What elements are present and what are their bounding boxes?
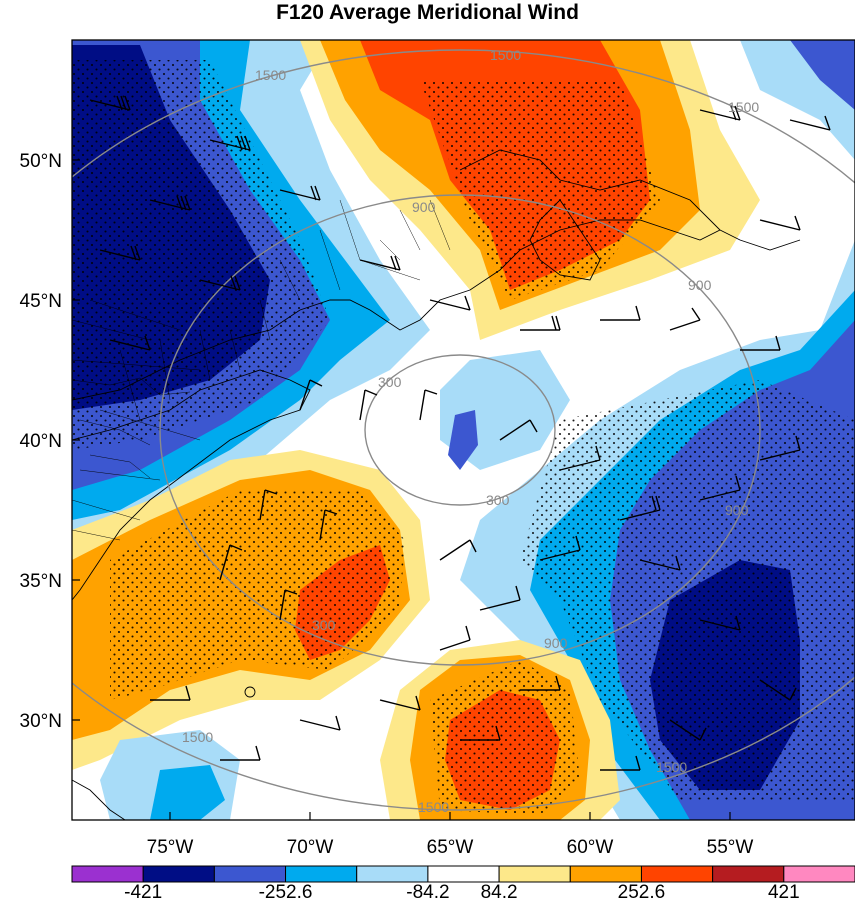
colorbar: -421 -252.6 -84.2 84.2 252.6 421	[71, 865, 855, 900]
lat-label-45n: 45°N	[20, 291, 62, 312]
colorbar-swatch	[71, 865, 144, 883]
colorbar-swatch	[427, 865, 500, 883]
map-plot-area: 1500 900 300 900 1500 300 900 1500 900 3…	[72, 40, 855, 820]
lon-label-60w: 60°W	[567, 837, 614, 858]
range-ring-labels: 1500 900 300 900 1500 300 900 1500 900 3…	[182, 47, 759, 815]
ring-label: 900	[412, 199, 436, 215]
state-county-borders	[72, 199, 451, 541]
lon-label-75w: 75°W	[147, 837, 194, 858]
colorbar-swatch	[498, 865, 571, 883]
colorbar-label: 84.2	[481, 882, 518, 900]
ring-label: 1500	[418, 799, 449, 815]
significance-stippling	[72, 60, 855, 815]
plot-frame	[71, 39, 855, 821]
colorbar-swatch	[783, 865, 855, 883]
colorbar-swatch	[640, 865, 714, 883]
colorbar-swatch	[213, 865, 287, 883]
ring-label: 900	[725, 502, 749, 518]
colorbar-label: 252.6	[618, 882, 666, 900]
ring-label: 1500	[490, 47, 521, 63]
colorbar-label: 421	[768, 882, 800, 900]
ring-label: 300	[486, 492, 510, 508]
colorbar-swatch	[285, 865, 358, 883]
ring-label: 1500	[656, 759, 687, 775]
ring-label: 1500	[728, 99, 759, 115]
coastlines	[72, 149, 801, 820]
ring-label: 300	[312, 617, 336, 633]
colorbar-swatch	[142, 865, 215, 883]
ring-label: 1500	[182, 729, 213, 745]
ring-label: 900	[544, 635, 568, 651]
wind-barbs	[89, 95, 831, 771]
colorbar-swatch	[712, 865, 785, 883]
lat-label-30n: 30°N	[20, 711, 62, 732]
range-rings	[72, 49, 855, 811]
lon-label-55w: 55°W	[707, 837, 754, 858]
colorbar-label: -421	[124, 882, 162, 900]
longitude-axis: 75°W 70°W 65°W 60°W 55°W	[147, 812, 754, 858]
colorbar-label: -84.2	[406, 882, 449, 900]
colorbar-swatch	[356, 865, 429, 883]
colorbar-label: -252.6	[259, 882, 313, 900]
ring-label: 1500	[255, 67, 286, 83]
colorbar-swatch	[569, 865, 642, 883]
lat-label-40n: 40°N	[20, 431, 62, 452]
ring-label: 300	[378, 374, 402, 390]
map-title: F120 Average Meridional Wind	[276, 1, 579, 24]
lon-label-70w: 70°W	[287, 837, 334, 858]
ring-label: 900	[688, 277, 712, 293]
lat-label-50n: 50°N	[20, 151, 62, 172]
lat-label-35n: 35°N	[20, 571, 62, 592]
latitude-axis: 50°N 45°N 40°N 35°N 30°N	[20, 151, 80, 732]
lon-label-65w: 65°W	[427, 837, 474, 858]
